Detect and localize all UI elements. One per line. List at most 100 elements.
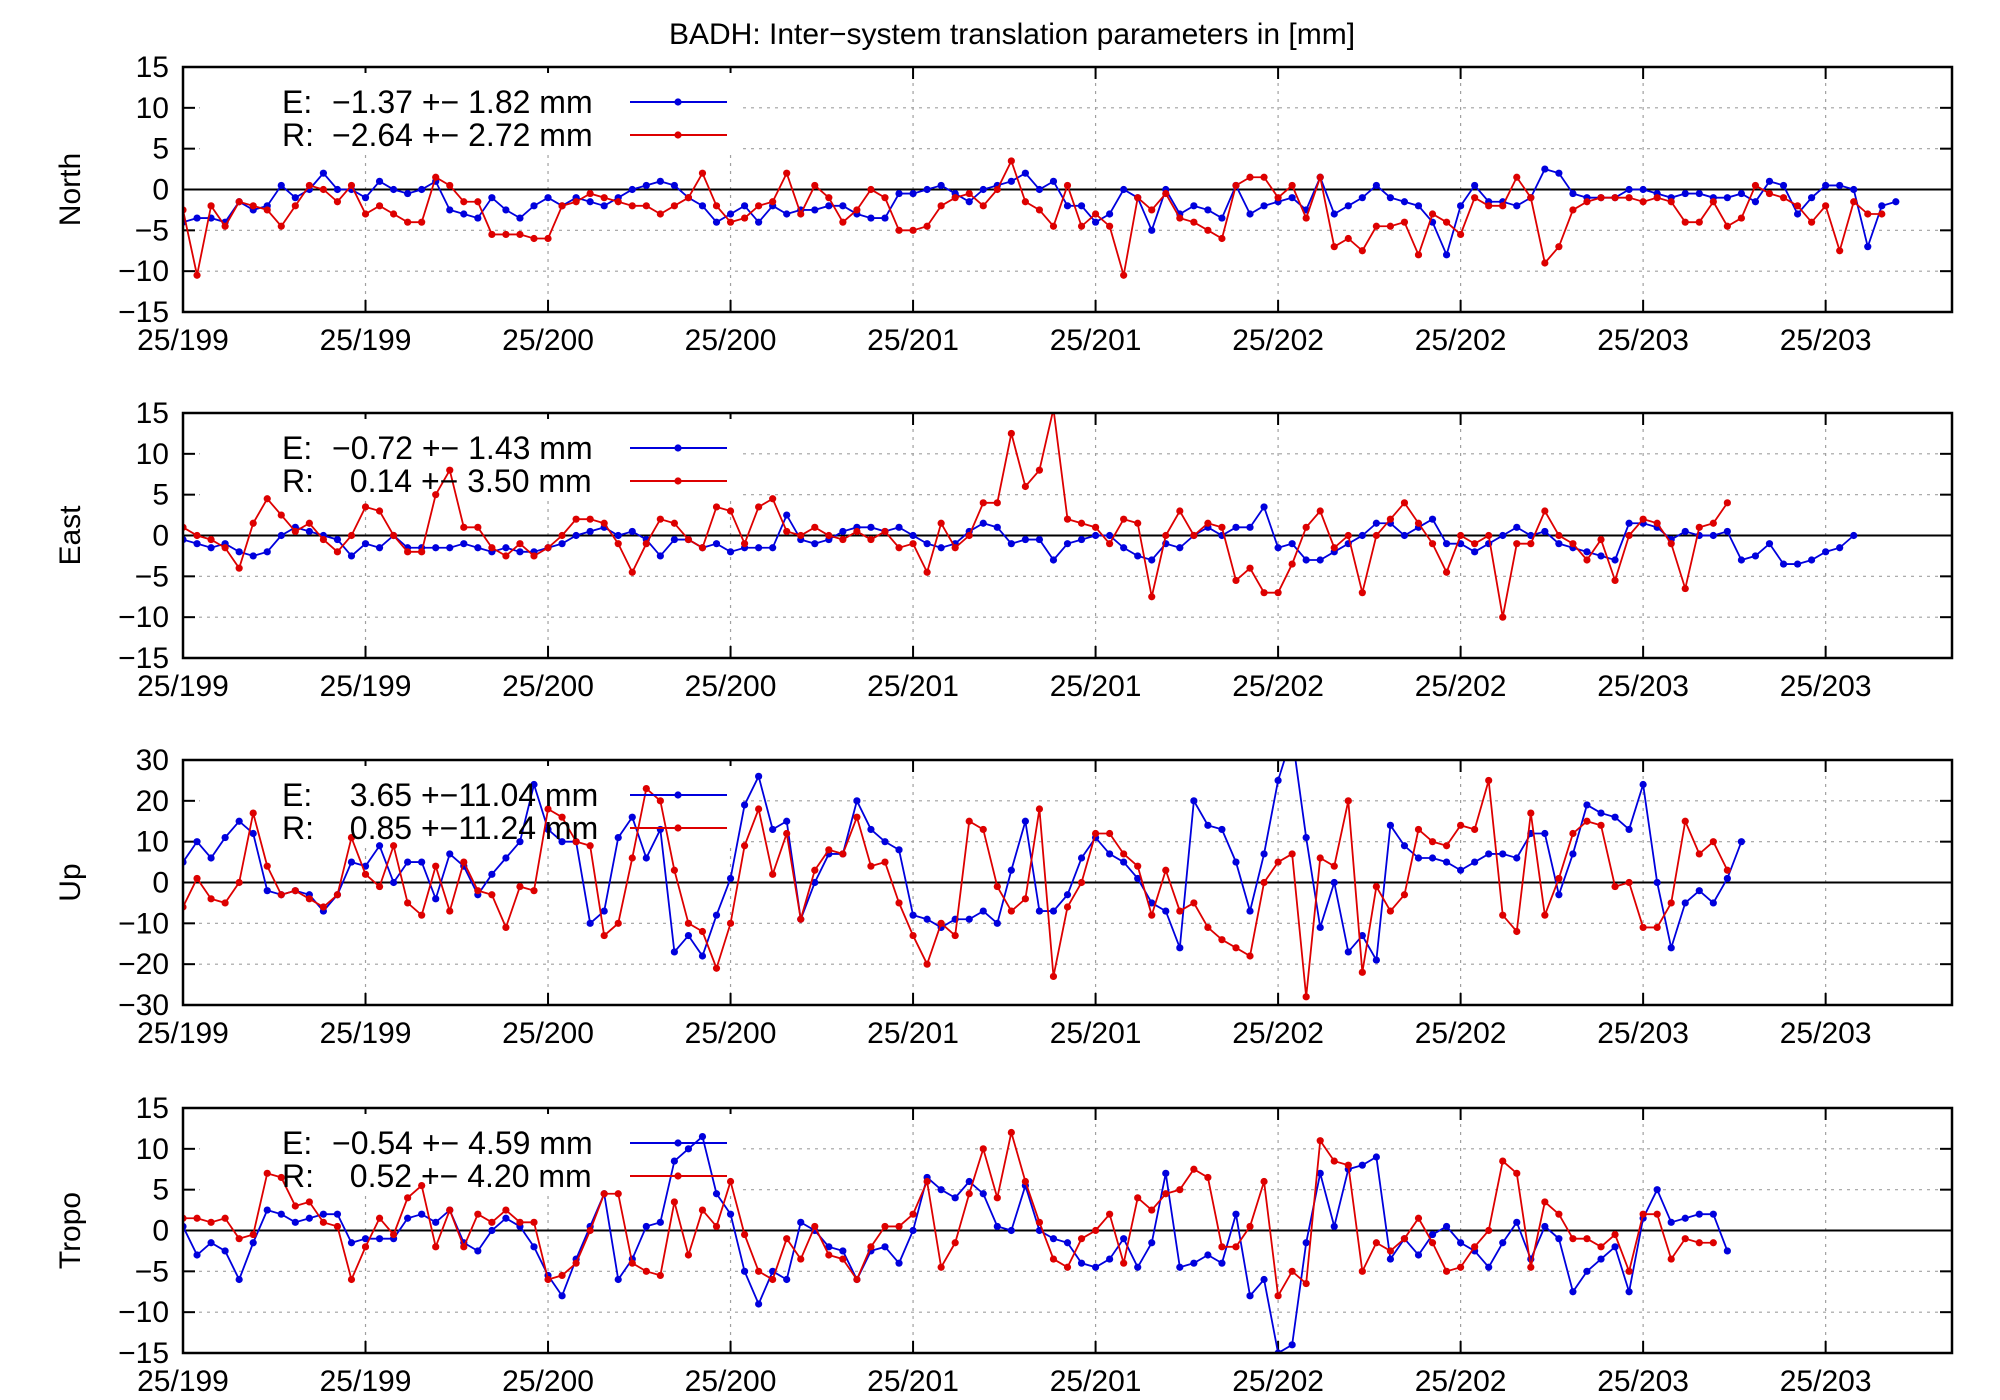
data-point-R bbox=[1569, 829, 1577, 838]
data-point-R bbox=[811, 1222, 819, 1231]
x-tick-label: 25/200 bbox=[502, 1017, 594, 1050]
data-point-R bbox=[628, 854, 636, 862]
data-point-R bbox=[558, 202, 566, 210]
data-point-R bbox=[1372, 882, 1380, 891]
data-point-R bbox=[755, 202, 763, 210]
data-point-E bbox=[1176, 944, 1184, 952]
data-point-E bbox=[1372, 519, 1380, 527]
data-point-E bbox=[600, 202, 608, 210]
data-point-E bbox=[1442, 858, 1451, 866]
data-point-E bbox=[1414, 1251, 1423, 1259]
data-point-R bbox=[895, 226, 903, 234]
data-point-R bbox=[684, 535, 693, 544]
data-point-R bbox=[1134, 519, 1142, 527]
data-point-E bbox=[1204, 206, 1212, 214]
data-point-E bbox=[1709, 1210, 1717, 1218]
x-tick-label: 25/201 bbox=[1050, 670, 1142, 703]
legend-label-E: E: bbox=[282, 777, 312, 813]
data-point-R bbox=[474, 887, 482, 895]
data-point-E bbox=[783, 1275, 791, 1284]
data-point-R bbox=[207, 1218, 215, 1226]
legend-label-R: R: bbox=[282, 117, 314, 153]
data-point-E bbox=[811, 878, 819, 887]
data-point-E bbox=[1176, 544, 1184, 552]
y-tick-label: 5 bbox=[152, 1174, 169, 1207]
data-point-E bbox=[1260, 850, 1268, 858]
data-point-R bbox=[783, 169, 791, 177]
data-point-R bbox=[1246, 1222, 1254, 1231]
data-point-R bbox=[1063, 181, 1072, 190]
data-point-E bbox=[825, 202, 833, 210]
data-point-E bbox=[1148, 899, 1156, 907]
data-point-R bbox=[1808, 218, 1816, 226]
data-point-R bbox=[193, 531, 201, 540]
data-point-E bbox=[586, 919, 594, 927]
data-point-R bbox=[389, 1230, 398, 1239]
data-point-E bbox=[895, 523, 903, 531]
data-point-R bbox=[1049, 972, 1058, 981]
data-point-E bbox=[755, 1300, 763, 1308]
data-point-E bbox=[1737, 838, 1746, 846]
data-point-R bbox=[1442, 218, 1451, 226]
data-point-R bbox=[755, 503, 763, 511]
plot-frame bbox=[181, 65, 1954, 314]
data-point-R bbox=[923, 568, 931, 576]
data-point-R bbox=[1457, 531, 1465, 540]
data-point-E bbox=[1134, 1263, 1142, 1271]
data-point-E bbox=[1035, 907, 1044, 915]
data-point-R bbox=[1653, 923, 1661, 932]
data-point-R bbox=[1049, 222, 1058, 230]
data-point-E bbox=[1709, 531, 1717, 540]
x-tick-label: 25/202 bbox=[1415, 324, 1507, 357]
data-point-R bbox=[1555, 1210, 1563, 1218]
data-point-R bbox=[474, 1210, 482, 1218]
data-point-R bbox=[558, 813, 566, 821]
data-point-E bbox=[1372, 181, 1380, 190]
data-point-E bbox=[1049, 556, 1058, 564]
data-point-R bbox=[1414, 251, 1423, 259]
data-point-R bbox=[1485, 531, 1493, 540]
data-point-E bbox=[1737, 556, 1746, 564]
data-point-E bbox=[1723, 1247, 1731, 1255]
series-R bbox=[183, 157, 1886, 279]
data-point-R bbox=[347, 181, 356, 190]
data-point-E bbox=[1442, 251, 1451, 259]
data-point-E bbox=[1007, 866, 1015, 874]
data-point-E bbox=[1330, 1222, 1338, 1231]
data-point-E bbox=[1653, 878, 1661, 887]
data-point-R bbox=[614, 1190, 622, 1198]
data-point-R bbox=[1541, 911, 1549, 919]
data-point-E bbox=[937, 181, 945, 190]
data-point-E bbox=[305, 527, 313, 536]
x-tick-label: 25/200 bbox=[685, 324, 777, 357]
data-point-R bbox=[1274, 1292, 1282, 1300]
data-point-R bbox=[1260, 878, 1268, 887]
data-point-E bbox=[516, 548, 524, 556]
data-point-R bbox=[656, 1271, 664, 1280]
data-point-R bbox=[979, 1145, 987, 1153]
data-point-R bbox=[797, 210, 805, 218]
data-point-R bbox=[839, 218, 847, 226]
data-point-E bbox=[656, 1218, 664, 1226]
data-point-E bbox=[600, 907, 608, 915]
data-point-R bbox=[1204, 1173, 1212, 1182]
data-point-E bbox=[502, 1214, 510, 1222]
data-point-R bbox=[1344, 531, 1352, 540]
data-point-E bbox=[1541, 165, 1549, 173]
data-point-E bbox=[1246, 1292, 1254, 1300]
data-point-E bbox=[586, 198, 594, 206]
data-point-R bbox=[572, 198, 580, 206]
x-tick-label: 25/199 bbox=[137, 1365, 229, 1398]
data-point-R bbox=[1569, 1235, 1577, 1243]
data-point-E bbox=[1021, 169, 1029, 177]
data-point-R bbox=[1007, 907, 1015, 915]
data-point-E bbox=[263, 548, 271, 556]
data-point-R bbox=[1302, 1279, 1310, 1288]
series-line-E bbox=[183, 760, 1743, 963]
data-point-E bbox=[1120, 544, 1128, 552]
data-point-R bbox=[1288, 560, 1296, 568]
data-point-E bbox=[1695, 189, 1703, 198]
data-point-R bbox=[937, 202, 945, 210]
data-point-R bbox=[544, 544, 552, 552]
